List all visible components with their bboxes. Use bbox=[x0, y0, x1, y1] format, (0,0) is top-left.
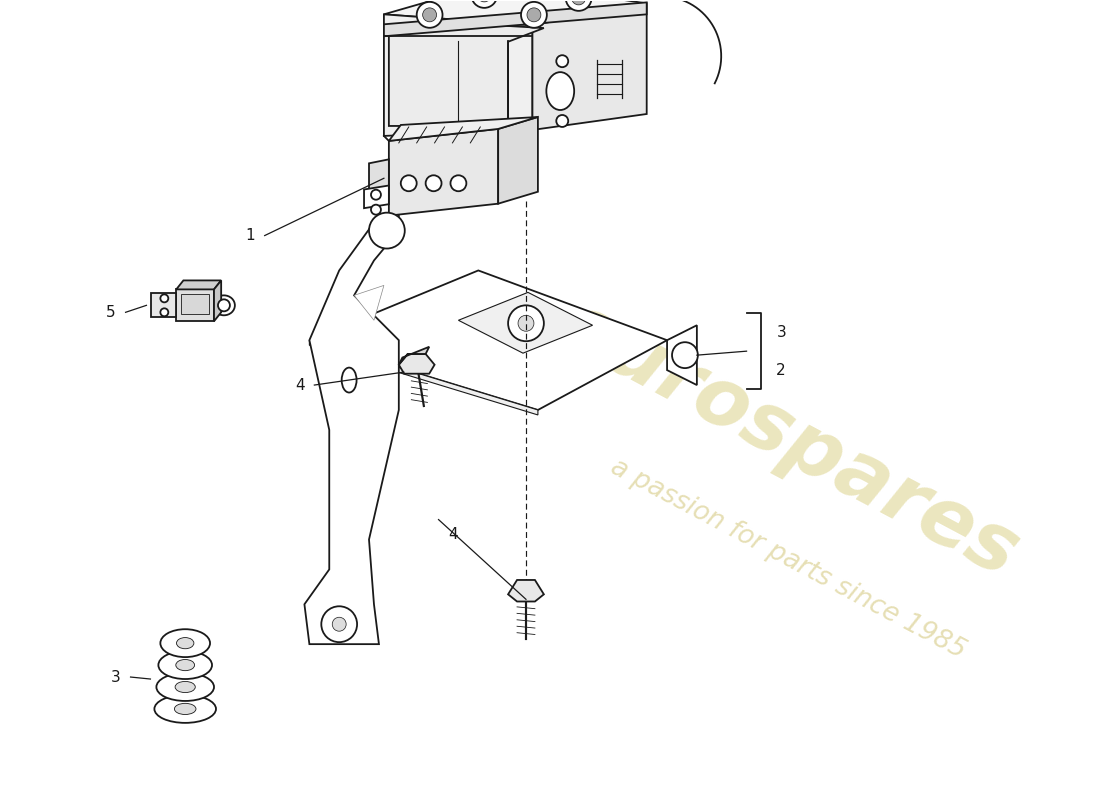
Text: 3: 3 bbox=[777, 325, 786, 340]
Polygon shape bbox=[389, 22, 543, 126]
Circle shape bbox=[417, 2, 442, 28]
Polygon shape bbox=[389, 117, 538, 141]
Circle shape bbox=[471, 0, 497, 8]
Polygon shape bbox=[214, 281, 221, 322]
Polygon shape bbox=[667, 326, 697, 385]
Circle shape bbox=[218, 299, 230, 311]
Circle shape bbox=[332, 618, 346, 631]
Circle shape bbox=[477, 0, 492, 2]
Ellipse shape bbox=[161, 630, 210, 657]
Text: 2: 2 bbox=[777, 362, 786, 378]
Polygon shape bbox=[364, 186, 389, 208]
Circle shape bbox=[557, 55, 569, 67]
Text: 5: 5 bbox=[106, 305, 116, 320]
Circle shape bbox=[161, 294, 168, 302]
Circle shape bbox=[572, 0, 585, 5]
Circle shape bbox=[368, 213, 405, 249]
Circle shape bbox=[557, 95, 569, 107]
Ellipse shape bbox=[156, 673, 214, 701]
Circle shape bbox=[161, 308, 168, 316]
Circle shape bbox=[371, 205, 381, 214]
Polygon shape bbox=[309, 270, 667, 410]
Circle shape bbox=[371, 190, 381, 200]
Polygon shape bbox=[354, 286, 384, 320]
Polygon shape bbox=[508, 580, 543, 602]
Text: 4: 4 bbox=[449, 527, 458, 542]
Polygon shape bbox=[152, 294, 176, 318]
Ellipse shape bbox=[154, 695, 216, 723]
Ellipse shape bbox=[342, 368, 356, 393]
Polygon shape bbox=[384, 14, 532, 136]
Polygon shape bbox=[176, 290, 214, 322]
Polygon shape bbox=[305, 210, 399, 644]
Circle shape bbox=[451, 175, 466, 191]
Polygon shape bbox=[399, 346, 429, 365]
Circle shape bbox=[557, 75, 569, 87]
Circle shape bbox=[518, 315, 534, 331]
Polygon shape bbox=[309, 340, 538, 415]
Circle shape bbox=[400, 175, 417, 191]
Circle shape bbox=[422, 8, 437, 22]
Circle shape bbox=[321, 606, 358, 642]
Circle shape bbox=[508, 306, 543, 342]
Circle shape bbox=[557, 115, 569, 127]
Circle shape bbox=[426, 175, 441, 191]
Ellipse shape bbox=[158, 651, 212, 679]
Text: 1: 1 bbox=[245, 228, 255, 243]
Text: eurospares: eurospares bbox=[546, 286, 1032, 594]
Polygon shape bbox=[384, 2, 647, 36]
Ellipse shape bbox=[213, 295, 235, 315]
Polygon shape bbox=[176, 281, 221, 290]
Ellipse shape bbox=[176, 659, 195, 670]
Ellipse shape bbox=[547, 72, 574, 110]
Text: a passion for parts since 1985: a passion for parts since 1985 bbox=[606, 454, 970, 665]
Polygon shape bbox=[399, 354, 435, 374]
Circle shape bbox=[527, 8, 541, 22]
Text: 4: 4 bbox=[295, 378, 305, 393]
Ellipse shape bbox=[176, 638, 194, 649]
Polygon shape bbox=[182, 294, 209, 314]
Polygon shape bbox=[498, 117, 538, 204]
Ellipse shape bbox=[175, 703, 196, 714]
Polygon shape bbox=[389, 129, 498, 216]
Text: 3: 3 bbox=[111, 670, 121, 685]
Circle shape bbox=[521, 2, 547, 28]
Circle shape bbox=[672, 342, 697, 368]
Polygon shape bbox=[368, 159, 389, 194]
Polygon shape bbox=[459, 292, 593, 353]
Polygon shape bbox=[384, 0, 647, 26]
Polygon shape bbox=[532, 3, 647, 130]
Ellipse shape bbox=[175, 682, 196, 693]
Circle shape bbox=[565, 0, 592, 11]
